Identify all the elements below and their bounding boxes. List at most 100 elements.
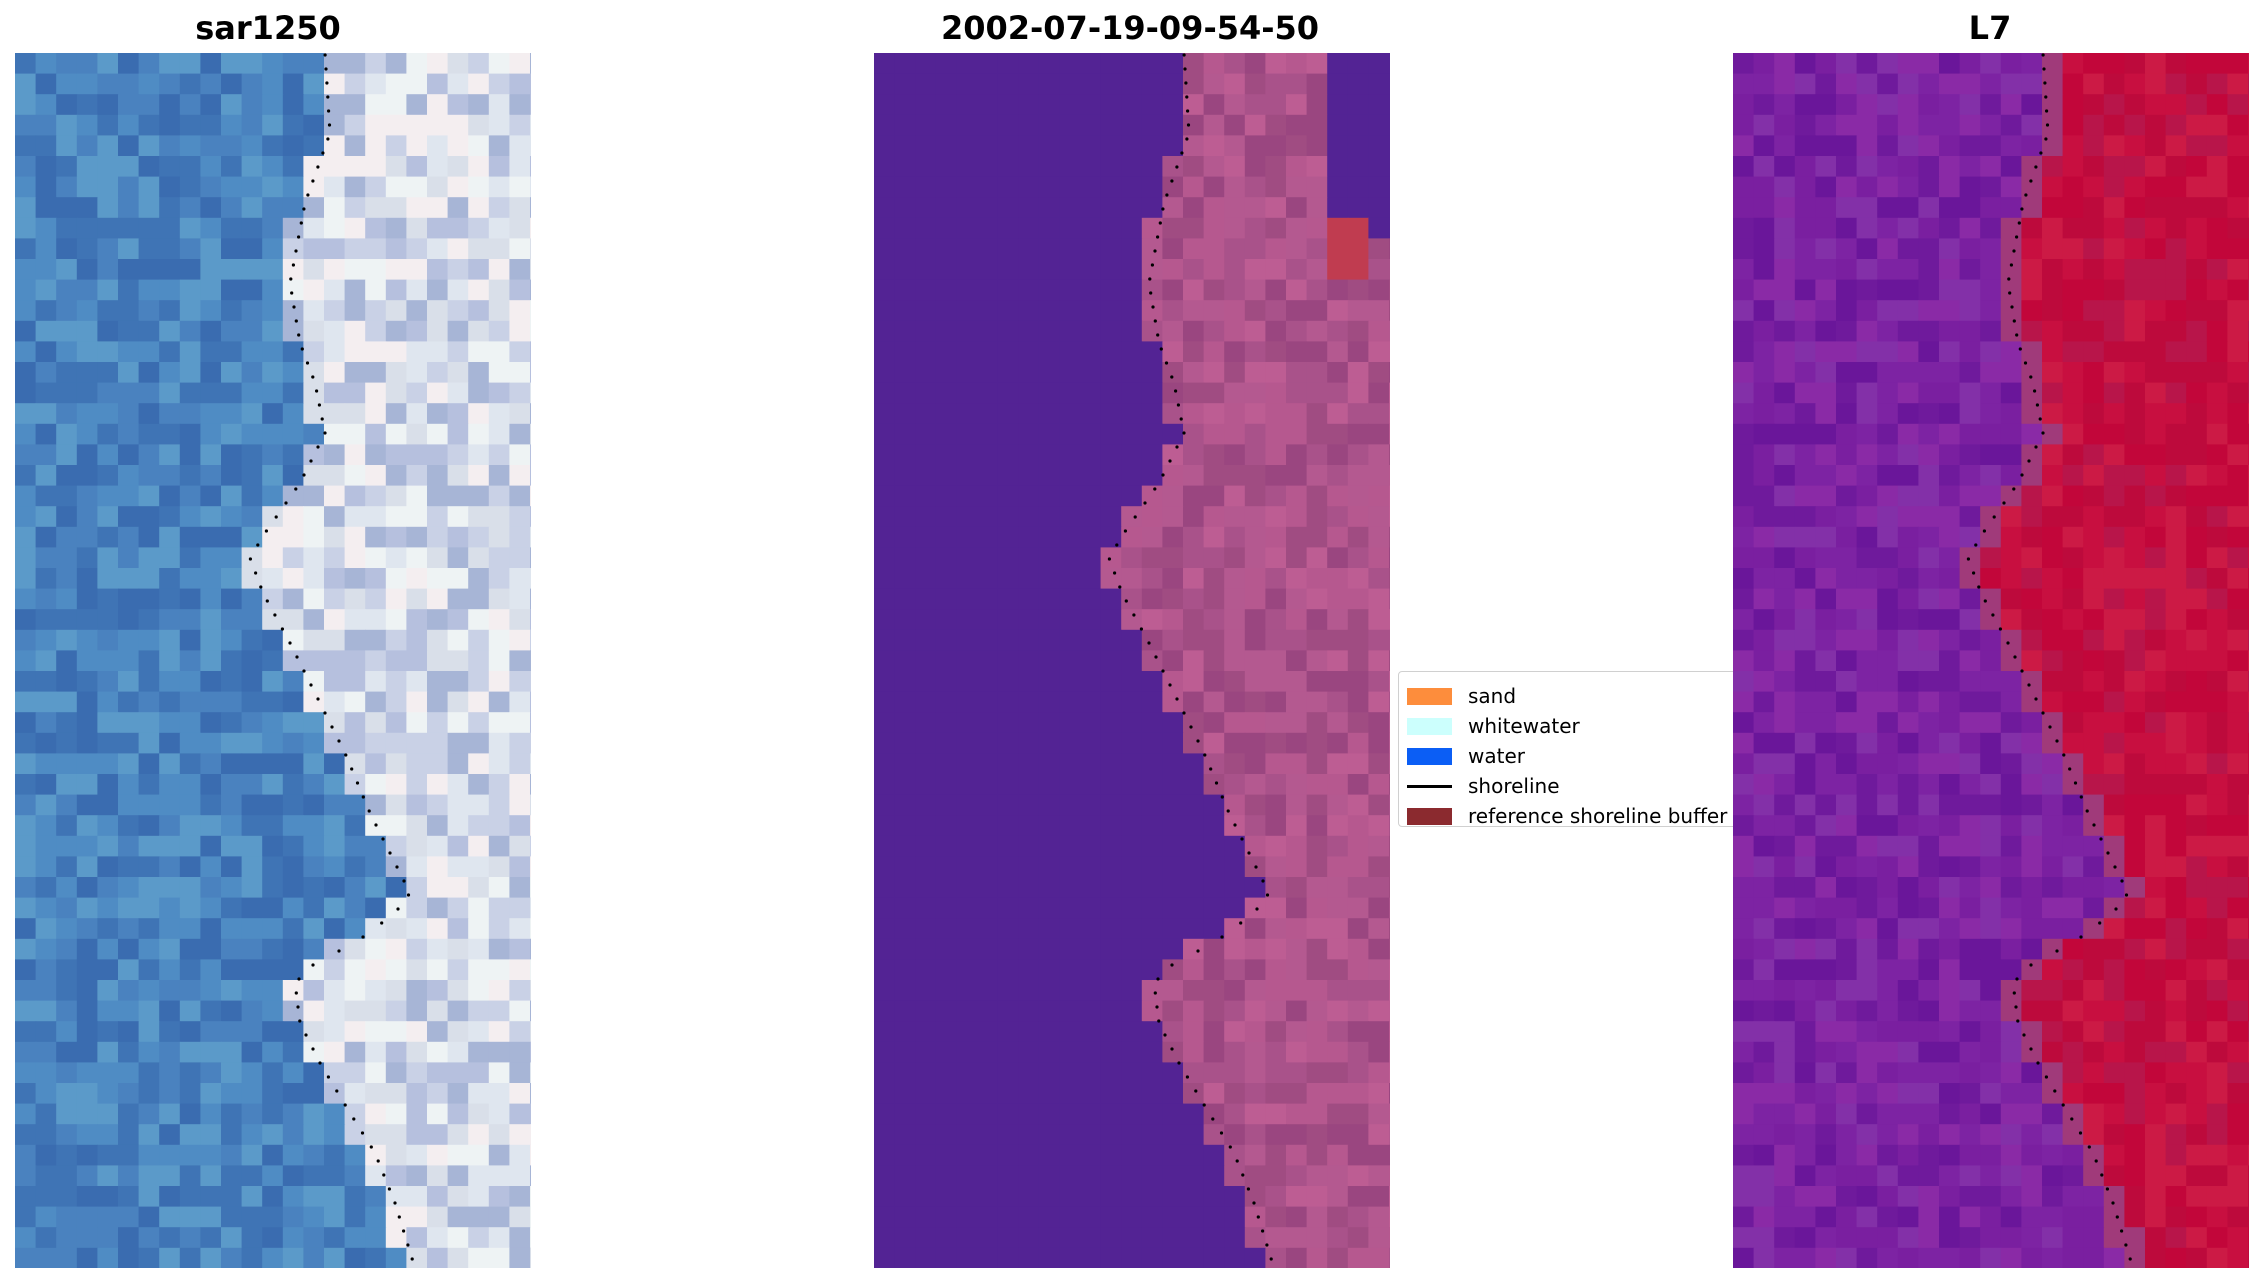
shoreline-dot: [1974, 543, 1978, 547]
shoreline-dot: [1124, 599, 1128, 603]
shoreline-dot: [1196, 949, 1200, 953]
shoreline-dot: [1113, 571, 1117, 575]
shoreline-dot: [288, 641, 292, 645]
shoreline-dot: [316, 165, 320, 169]
shoreline-dot: [2015, 977, 2019, 981]
shoreline-dot: [2045, 109, 2049, 113]
shoreline-dot: [300, 347, 304, 351]
legend-line-shoreline: [1407, 784, 1452, 788]
shoreline-dot: [292, 305, 296, 309]
shoreline-dot: [1165, 193, 1169, 197]
shoreline-dot: [1175, 445, 1179, 449]
shoreline-dot: [2029, 375, 2033, 379]
shoreline-dot: [402, 879, 406, 883]
shoreline-dot: [2055, 949, 2059, 953]
shoreline-dot: [2128, 1257, 2132, 1261]
shoreline-dot: [2053, 1089, 2057, 1093]
shoreline-dot: [2085, 809, 2089, 813]
shoreline-dot: [1203, 753, 1207, 757]
shoreline-dot: [2087, 1145, 2091, 1149]
shoreline-dot: [297, 977, 301, 981]
shoreline-dot: [395, 865, 399, 869]
shoreline-dot: [1254, 865, 1258, 869]
shoreline-dot: [350, 767, 354, 771]
shoreline-dot: [1202, 1103, 1206, 1107]
shoreline-dot: [2044, 137, 2048, 141]
shoreline-dot: [343, 1103, 347, 1107]
shoreline-dot: [1194, 1089, 1198, 1093]
shoreline-dot: [2098, 921, 2102, 925]
shoreline-dot: [2100, 1173, 2104, 1177]
shoreline-dot: [325, 81, 329, 85]
shoreline-dot: [2015, 333, 2019, 337]
shoreline-dot: [1256, 1215, 1260, 1219]
shoreline-dot: [1133, 515, 1137, 519]
legend-swatch-water: [1407, 747, 1452, 765]
shoreline-dot: [393, 1201, 397, 1205]
shoreline-dot: [327, 109, 331, 113]
shoreline-dot: [2039, 151, 2043, 155]
shoreline-dot: [2020, 669, 2024, 673]
shoreline-dot: [1220, 935, 1224, 939]
shoreline-dot: [2041, 711, 2045, 715]
shoreline-dot: [387, 1187, 391, 1191]
legend-entry-whitewater: whitewater: [1407, 713, 1580, 739]
shoreline-dot: [296, 1005, 300, 1009]
shoreline-dot: [1132, 613, 1136, 617]
shoreline-dot: [360, 1131, 365, 1135]
shoreline-dot: [1240, 837, 1244, 841]
shoreline-dot: [1154, 655, 1158, 659]
shoreline-dot: [1186, 109, 1190, 113]
shoreline-dot: [1226, 809, 1230, 813]
shoreline-dot: [355, 781, 360, 785]
shoreline-dot: [1123, 529, 1127, 533]
shoreline-dot: [2041, 53, 2045, 57]
shoreline-dot: [330, 725, 334, 729]
shoreline-dot: [381, 837, 385, 841]
shoreline-dot: [2024, 193, 2028, 197]
shoreline-dot: [294, 991, 298, 995]
shoreline-dot: [1182, 711, 1186, 715]
shoreline-dot: [1966, 557, 1970, 561]
shoreline-dot: [2041, 431, 2045, 435]
panel-title-middle: 2002-07-19-09-54-50: [940, 9, 1320, 47]
shoreline-dot: [1161, 473, 1165, 477]
panel-sar-image: [15, 53, 531, 1268]
shoreline-dot: [2044, 1075, 2048, 1079]
shoreline-dot: [1174, 389, 1178, 393]
shoreline-dot: [2008, 291, 2012, 295]
shoreline-dot: [1269, 1257, 1273, 1261]
shoreline-dot: [396, 907, 400, 911]
shoreline-dot: [1107, 557, 1111, 561]
shoreline-dot: [316, 697, 320, 701]
legend-label-reference-buffer: reference shoreline buffer: [1468, 804, 1728, 827]
shoreline-dot: [289, 277, 293, 281]
shoreline-dot: [1161, 207, 1165, 211]
l7-image-raster: [1733, 53, 2249, 1268]
shoreline-dot: [294, 487, 298, 491]
shoreline-dot: [1153, 487, 1157, 491]
shoreline-dot: [284, 501, 288, 505]
shoreline-dot: [2029, 179, 2033, 183]
legend-entry-water: water: [1407, 743, 1525, 769]
shoreline-dot: [406, 1243, 410, 1247]
shoreline-dot: [2079, 795, 2083, 799]
shoreline-dot: [2034, 697, 2038, 701]
shoreline-dot: [299, 221, 303, 225]
shoreline-dot: [311, 375, 315, 379]
shoreline-dot: [1177, 1061, 1181, 1065]
shoreline-dot: [1185, 137, 1189, 141]
shoreline-dot: [2078, 1131, 2083, 1135]
shoreline-dot: [2013, 655, 2017, 659]
shoreline-dot: [259, 585, 263, 589]
shoreline-dot: [1182, 431, 1186, 435]
shoreline-dot: [369, 1145, 373, 1149]
shoreline-dot: [2061, 1103, 2065, 1107]
shoreline-dot: [323, 431, 327, 435]
shoreline-dot: [388, 851, 392, 855]
shoreline-dot: [306, 193, 310, 197]
shoreline-dot: [1977, 585, 1981, 589]
shoreline-dot: [1185, 95, 1189, 99]
legend-entry-shoreline: shoreline: [1407, 773, 1560, 799]
shoreline-dot: [1241, 1173, 1245, 1177]
